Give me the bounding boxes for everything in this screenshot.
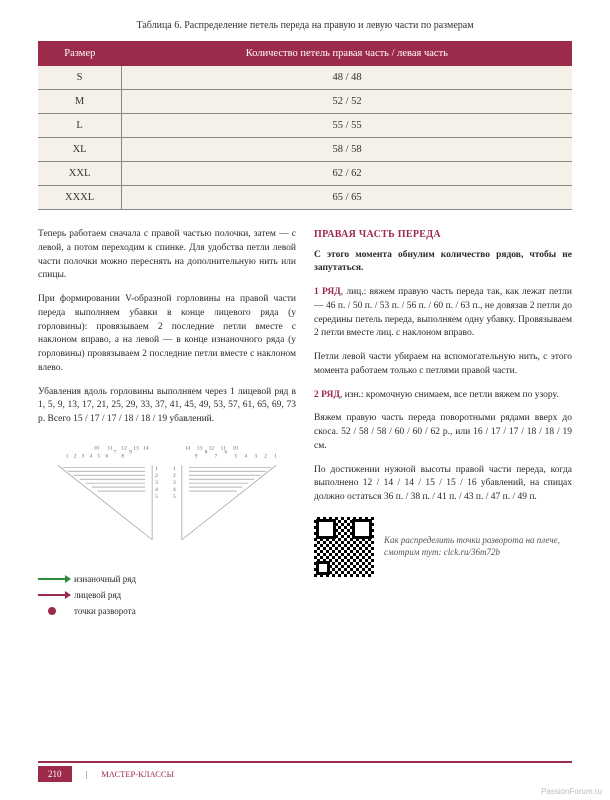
left-column: Теперь работаем сначала с правой частью … (38, 228, 296, 621)
svg-text:13: 13 (133, 445, 139, 451)
table-row: M52 / 52 (38, 90, 572, 114)
row-label: 2 РЯД (314, 390, 340, 400)
legend-label: точки разворота (74, 605, 136, 618)
col-header-size: Размер (38, 41, 122, 66)
qr-code (314, 517, 374, 577)
table-row: XL58 / 58 (38, 138, 572, 162)
svg-text:3: 3 (155, 480, 158, 486)
diagram-legend: изнаночный ряд лицевой ряд точки разворо… (38, 573, 296, 618)
section-heading: ПРАВАЯ ЧАСТЬ ПЕРЕДА (314, 228, 572, 243)
svg-text:3: 3 (254, 453, 257, 459)
svg-text:14: 14 (143, 445, 149, 451)
svg-text:13: 13 (197, 445, 203, 451)
svg-text:3: 3 (173, 480, 176, 486)
svg-text:4: 4 (90, 453, 93, 459)
svg-text:12: 12 (121, 445, 127, 451)
svg-text:2: 2 (155, 473, 158, 479)
table-row: XXL62 / 62 (38, 162, 572, 186)
svg-text:14: 14 (185, 445, 191, 451)
table-row: L55 / 55 (38, 114, 572, 138)
body-text: 1 РЯД, лиц.: вяжем правую часть переда т… (314, 286, 572, 341)
svg-text:4: 4 (244, 453, 247, 459)
footer-section: МАСТЕР-КЛАССЫ (101, 769, 174, 779)
right-column: ПРАВАЯ ЧАСТЬ ПЕРЕДА С этого момента обну… (314, 228, 572, 621)
body-text: Петли левой части убираем на вспомогател… (314, 351, 572, 379)
watermark: PassionForum.ru (541, 787, 602, 796)
body-text: При формировании V-образной горловины на… (38, 293, 296, 376)
svg-text:6: 6 (225, 449, 228, 455)
table-row: S48 / 48 (38, 66, 572, 90)
page-number: 210 (38, 766, 72, 782)
arrow-red-icon (38, 594, 66, 596)
legend-label: лицевой ряд (74, 589, 121, 602)
qr-caption: Как распределить точки разворота на плеч… (384, 535, 572, 558)
svg-text:3: 3 (82, 453, 85, 459)
svg-text:4: 4 (173, 487, 176, 493)
svg-text:6: 6 (105, 453, 108, 459)
svg-text:1: 1 (66, 453, 69, 459)
size-table: Размер Количество петель правая часть / … (38, 41, 572, 210)
body-text: Теперь работаем сначала с правой частью … (38, 228, 296, 283)
svg-text:5: 5 (155, 494, 158, 500)
svg-text:5: 5 (173, 494, 176, 500)
svg-text:2: 2 (173, 473, 176, 479)
svg-text:9: 9 (129, 449, 132, 455)
page-footer: 210 | МАСТЕР-КЛАССЫ (0, 761, 610, 782)
dot-icon (48, 607, 56, 615)
svg-text:5: 5 (234, 453, 237, 459)
body-text: Убавления вдоль горловины выполняем чере… (38, 386, 296, 427)
svg-text:4: 4 (155, 487, 158, 493)
svg-text:2: 2 (74, 453, 77, 459)
footer-divider: | (86, 769, 88, 779)
svg-text:1: 1 (274, 453, 277, 459)
svg-text:7: 7 (113, 449, 116, 455)
arrow-green-icon (38, 578, 66, 580)
svg-text:5: 5 (98, 453, 101, 459)
body-text: 2 РЯД, изн.: кромочную снимаем, все петл… (314, 389, 572, 403)
svg-text:9: 9 (195, 453, 198, 459)
svg-text:10: 10 (232, 445, 238, 451)
body-text: Вяжем правую часть переда поворотными ря… (314, 412, 572, 453)
svg-text:8: 8 (121, 453, 124, 459)
svg-text:1: 1 (155, 466, 158, 472)
table-caption: Таблица 6. Распределение петель переда н… (38, 20, 572, 31)
svg-text:2: 2 (264, 453, 267, 459)
table-row: XXXL65 / 65 (38, 186, 572, 210)
legend-label: изнаночный ряд (74, 573, 136, 586)
svg-text:8: 8 (205, 449, 208, 455)
svg-text:11: 11 (107, 445, 113, 451)
svg-text:12: 12 (209, 445, 215, 451)
svg-text:7: 7 (215, 453, 218, 459)
v-neck-diagram: 123 456 789 101112 1314 141312 1110 987 … (38, 445, 296, 555)
col-header-stitches: Количество петель правая часть / левая ч… (122, 41, 572, 66)
body-text: По достижении нужной высоты правой части… (314, 464, 572, 505)
row-label: 1 РЯД (314, 287, 341, 297)
emphasis-note: С этого момента обнулим количество рядов… (314, 249, 572, 277)
svg-text:1: 1 (173, 466, 176, 472)
svg-text:10: 10 (94, 445, 100, 451)
